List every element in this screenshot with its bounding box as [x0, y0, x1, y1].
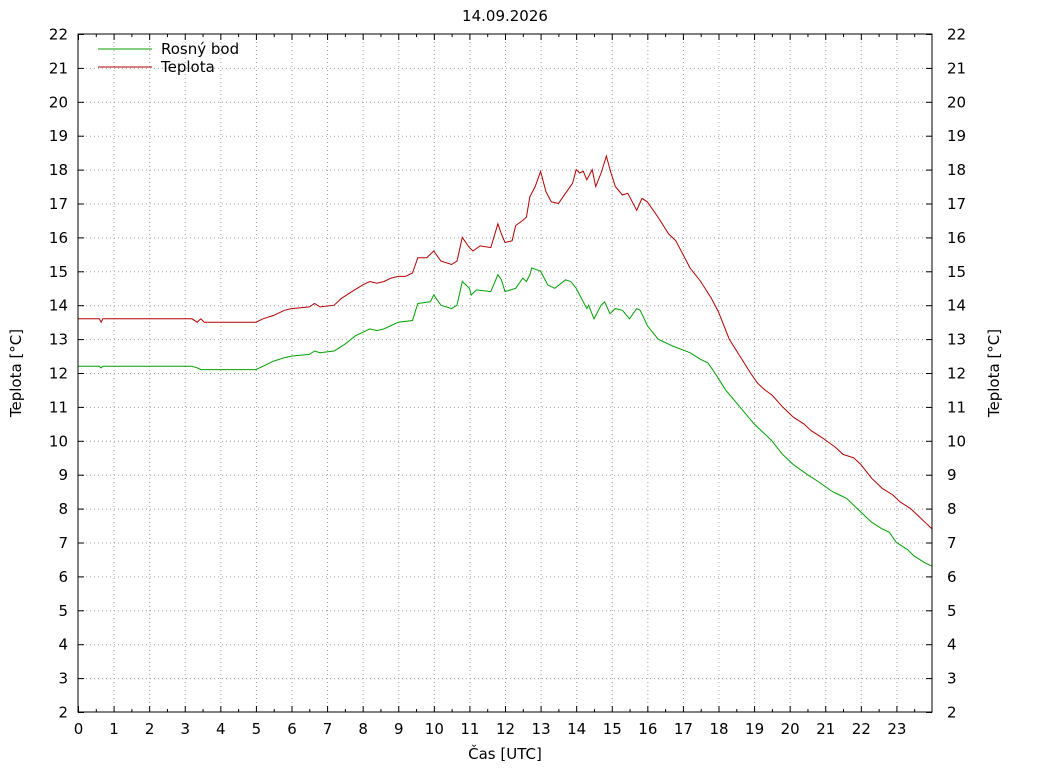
- y-tick-label-right: 20: [947, 93, 966, 111]
- y-tick-label-right: 8: [947, 500, 957, 518]
- tick-layer: [78, 34, 932, 713]
- x-tick-label: 6: [287, 720, 297, 738]
- y-tick-label-left: 22: [49, 26, 68, 44]
- x-tick-label: 11: [460, 720, 479, 738]
- y-tick-label-left: 11: [49, 398, 68, 416]
- y-tick-label-left: 20: [49, 93, 68, 111]
- y-tick-label-left: 21: [49, 59, 68, 77]
- y-tick-label-right: 10: [947, 432, 966, 450]
- x-tick-label: 21: [816, 720, 835, 738]
- legend-label-temperature: Teplota: [160, 58, 215, 76]
- y-tick-label-right: 15: [947, 263, 966, 281]
- x-tick-label: 17: [674, 720, 693, 738]
- y-tick-label-right: 13: [947, 331, 966, 349]
- y-tick-label-right: 17: [947, 195, 966, 213]
- y-tick-label-left: 4: [58, 636, 68, 654]
- y-tick-label-right: 21: [947, 59, 966, 77]
- tick-label-layer: 0 1 2 3 4 5 6 7 8 9 10 11 12 13 14 15 16 17 18 19 20 21 22 232 2…: [49, 26, 966, 739]
- y-tick-label-left: 10: [49, 432, 68, 450]
- x-tick-label: 16: [638, 720, 657, 738]
- x-tick-label: 23: [887, 720, 906, 738]
- x-tick-label: 5: [252, 720, 262, 738]
- y-tick-label-right: 9: [947, 466, 957, 484]
- y-tick-label-left: 7: [58, 534, 68, 552]
- legend: Rosný bod Teplota: [98, 40, 239, 76]
- x-tick-label: 8: [358, 720, 368, 738]
- legend-label-dew-point: Rosný bod: [161, 40, 239, 58]
- x-tick-label: 1: [109, 720, 119, 738]
- x-tick-label: 9: [394, 720, 404, 738]
- y-tick-label-left: 16: [49, 229, 68, 247]
- y-tick-label-left: 9: [58, 466, 68, 484]
- y-tick-label-left: 3: [58, 670, 68, 688]
- grid-layer: [78, 34, 932, 712]
- x-tick-label: 7: [323, 720, 333, 738]
- series-layer: [78, 154, 933, 567]
- y-tick-label-right: 5: [947, 602, 957, 620]
- y-tick-label-left: 5: [58, 602, 68, 620]
- y-tick-label-right: 12: [947, 365, 966, 383]
- y-tick-label-left: 13: [49, 331, 68, 349]
- y-tick-label-left: 19: [49, 127, 68, 145]
- y-tick-label-left: 8: [58, 500, 68, 518]
- y-tick-label-right: 4: [947, 636, 957, 654]
- y-tick-label-right: 11: [947, 398, 966, 416]
- x-tick-label: 15: [603, 720, 622, 738]
- x-tick-label: 12: [496, 720, 515, 738]
- chart-title: 14.09.2026: [462, 7, 548, 25]
- y-tick-label-right: 2: [947, 704, 957, 722]
- y-tick-label-left: 2: [58, 704, 68, 722]
- y-tick-label-right: 14: [947, 297, 966, 315]
- y-tick-label-right: 16: [947, 229, 966, 247]
- x-tick-label: 13: [532, 720, 551, 738]
- y-axis-title-left: Teplota [°C]: [7, 329, 25, 418]
- x-tick-label: 18: [709, 720, 728, 738]
- y-tick-label-right: 19: [947, 127, 966, 145]
- y-tick-label-right: 6: [947, 568, 957, 586]
- x-tick-label: 10: [425, 720, 444, 738]
- x-tick-label: 14: [567, 720, 586, 738]
- y-tick-label-left: 12: [49, 365, 68, 383]
- y-tick-label-left: 6: [58, 568, 68, 586]
- y-tick-label-left: 18: [49, 161, 68, 179]
- series-line-temperature: [78, 154, 933, 530]
- legend-item-dew-point: Rosný bod: [98, 40, 239, 58]
- y-tick-label-left: 14: [49, 297, 68, 315]
- x-tick-label: 19: [745, 720, 764, 738]
- y-tick-label-right: 7: [947, 534, 957, 552]
- x-tick-label: 0: [74, 720, 84, 738]
- y-tick-label-right: 22: [947, 26, 966, 44]
- series-line-dew-point: [78, 267, 933, 567]
- x-tick-label: 4: [216, 720, 226, 738]
- y-tick-label-right: 18: [947, 161, 966, 179]
- x-tick-label: 3: [180, 720, 190, 738]
- y-tick-label-left: 15: [49, 263, 68, 281]
- y-tick-label-right: 3: [947, 670, 957, 688]
- legend-item-temperature: Teplota: [98, 58, 215, 76]
- x-tick-label: 22: [852, 720, 871, 738]
- x-axis-title: Čas [UTC]: [468, 744, 542, 763]
- x-tick-label: 2: [145, 720, 155, 738]
- y-axis-title-right: Teplota [°C]: [985, 329, 1003, 418]
- x-tick-label: 20: [781, 720, 800, 738]
- y-tick-label-left: 17: [49, 195, 68, 213]
